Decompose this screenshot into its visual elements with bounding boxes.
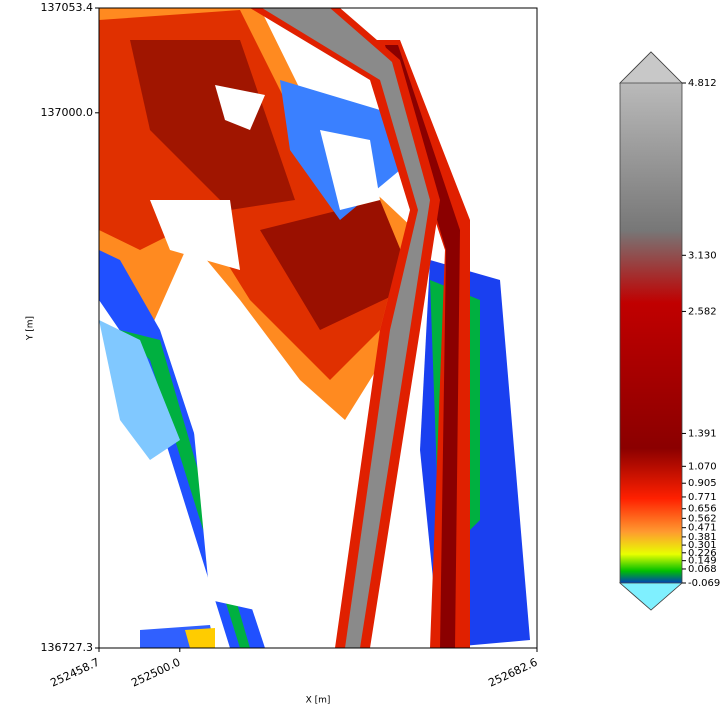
x-tick-label: 252682.6 — [486, 656, 539, 690]
colorbar-tick-label: 0.771 — [688, 492, 717, 503]
y-axis-label: Y [m] — [26, 316, 36, 341]
colorbar-extend-bottom — [620, 583, 682, 610]
figure: X [m] Y [m] 252458.7 252500.0 252682.6 1367… — [0, 0, 721, 708]
colorbar-tick-label: 3.130 — [688, 250, 717, 261]
colorbar-tick-label: 4.812 — [688, 78, 717, 89]
colorbar-tick-label: 2.582 — [688, 306, 717, 317]
x-tick-label: 252500.0 — [129, 656, 182, 690]
raster-map — [99, 8, 537, 648]
colorbar-tick-label: -0.069 — [688, 578, 720, 589]
colorbar-extend-top — [620, 52, 682, 83]
y-tick-label: 137000.0 — [41, 106, 94, 119]
x-axis-label: X [m] — [306, 696, 331, 706]
colorbar-tick-label: 1.391 — [688, 428, 717, 439]
colorbar-tick-label: 0.905 — [688, 478, 717, 489]
y-tick-label: 136727.3 — [41, 641, 94, 654]
x-tick-label: 252458.7 — [48, 656, 101, 690]
colorbar-tick-label: 0.068 — [688, 564, 717, 575]
colorbar-tick-label: 1.070 — [688, 461, 717, 472]
y-tick-label: 137053.4 — [41, 1, 94, 14]
colorbar — [620, 52, 682, 610]
